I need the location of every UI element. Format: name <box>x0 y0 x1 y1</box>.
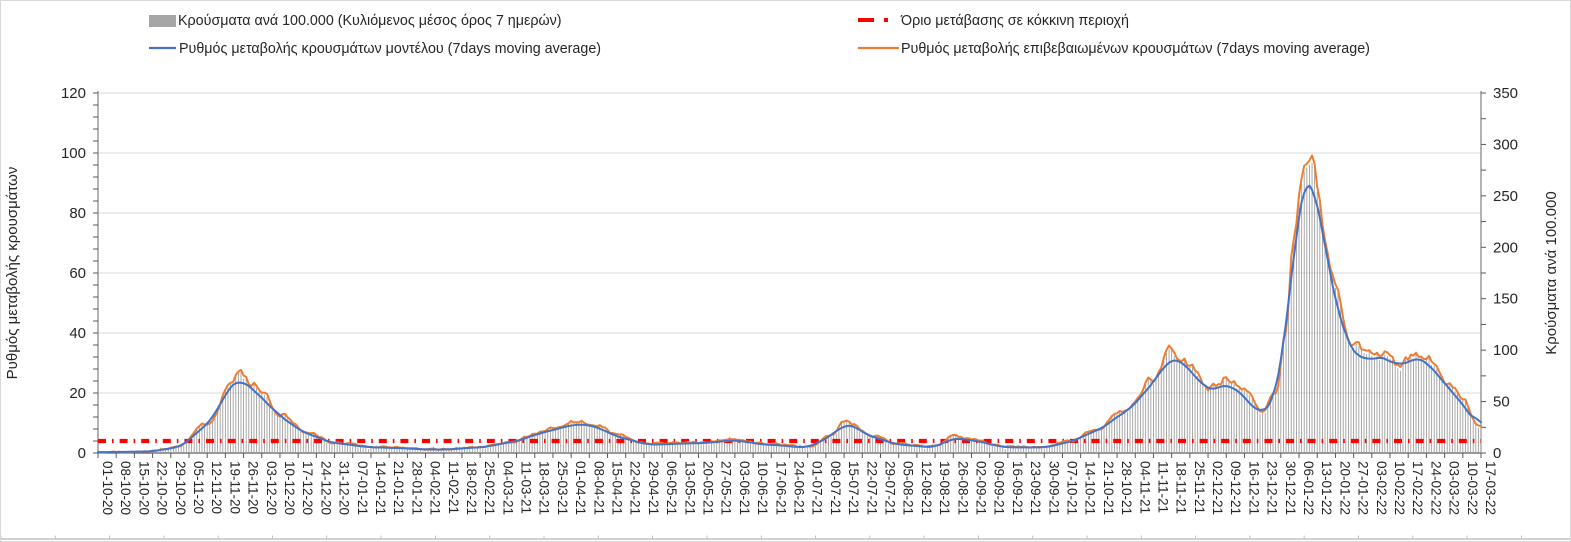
svg-text:12-08-21: 12-08-21 <box>919 461 934 515</box>
svg-text:27-01-22: 27-01-22 <box>1356 461 1371 515</box>
svg-text:22-10-20: 22-10-20 <box>155 461 170 515</box>
svg-text:25-11-21: 25-11-21 <box>1192 461 1207 514</box>
svg-text:06-01-22: 06-01-22 <box>1301 461 1316 515</box>
svg-text:25-02-21: 25-02-21 <box>482 461 497 515</box>
svg-text:21-10-21: 21-10-21 <box>1101 461 1116 515</box>
svg-text:05-11-20: 05-11-20 <box>191 461 206 514</box>
svg-text:18-02-21: 18-02-21 <box>464 461 479 515</box>
svg-text:31-12-20: 31-12-20 <box>337 461 352 515</box>
svg-text:Ρυθμός μεταβολής επιβεβαιωμένω: Ρυθμός μεταβολής επιβεβαιωμένων κρουσμάτ… <box>901 41 1370 57</box>
svg-text:11-03-21: 11-03-21 <box>519 461 534 514</box>
svg-text:80: 80 <box>69 205 86 222</box>
svg-text:18-03-21: 18-03-21 <box>537 461 552 515</box>
svg-text:200: 200 <box>1493 239 1518 256</box>
svg-text:300: 300 <box>1493 136 1518 153</box>
svg-text:19-08-21: 19-08-21 <box>937 461 952 515</box>
svg-text:22-07-21: 22-07-21 <box>864 461 879 515</box>
svg-text:06-05-21: 06-05-21 <box>664 461 679 515</box>
svg-text:100: 100 <box>61 145 86 162</box>
svg-text:29-07-21: 29-07-21 <box>882 461 897 515</box>
svg-text:16-12-21: 16-12-21 <box>1246 461 1261 515</box>
svg-text:05-08-21: 05-08-21 <box>901 461 916 515</box>
svg-text:02-12-21: 02-12-21 <box>1210 461 1225 515</box>
svg-text:20-05-21: 20-05-21 <box>701 461 716 515</box>
svg-text:28-10-21: 28-10-21 <box>1119 461 1134 515</box>
svg-text:11-02-21: 11-02-21 <box>446 461 461 514</box>
svg-text:07-01-21: 07-01-21 <box>355 461 370 515</box>
svg-text:0: 0 <box>1493 445 1501 462</box>
svg-text:Κρούσματα ανά 100.000 (Κυλιόμε: Κρούσματα ανά 100.000 (Κυλιόμενος μέσος … <box>178 13 562 29</box>
svg-text:04-03-21: 04-03-21 <box>500 461 515 515</box>
svg-text:29-04-21: 29-04-21 <box>646 461 661 515</box>
svg-text:09-12-21: 09-12-21 <box>1228 461 1243 515</box>
svg-text:17-02-22: 17-02-22 <box>1410 461 1425 515</box>
svg-text:29-10-20: 29-10-20 <box>173 461 188 515</box>
svg-text:14-01-21: 14-01-21 <box>373 461 388 515</box>
svg-text:12-11-20: 12-11-20 <box>209 461 224 514</box>
svg-text:03-02-22: 03-02-22 <box>1374 461 1389 515</box>
svg-text:10-06-21: 10-06-21 <box>755 461 770 515</box>
svg-text:19-11-20: 19-11-20 <box>227 461 242 514</box>
svg-text:10-02-22: 10-02-22 <box>1392 461 1407 515</box>
svg-text:17-03-22: 17-03-22 <box>1483 461 1498 515</box>
svg-text:01-04-21: 01-04-21 <box>573 461 588 515</box>
svg-text:40: 40 <box>69 325 86 342</box>
svg-text:120: 120 <box>61 85 86 102</box>
svg-text:23-09-21: 23-09-21 <box>1028 461 1043 515</box>
svg-text:24-02-22: 24-02-22 <box>1428 461 1443 515</box>
svg-text:15-04-21: 15-04-21 <box>610 461 625 515</box>
svg-text:30-09-21: 30-09-21 <box>1046 461 1061 515</box>
svg-text:0: 0 <box>78 445 86 462</box>
svg-text:22-04-21: 22-04-21 <box>628 461 643 515</box>
svg-text:13-01-22: 13-01-22 <box>1319 461 1334 515</box>
svg-text:17-06-21: 17-06-21 <box>773 461 788 515</box>
svg-text:02-09-21: 02-09-21 <box>973 461 988 515</box>
svg-text:28-01-21: 28-01-21 <box>409 461 424 515</box>
svg-text:30-12-21: 30-12-21 <box>1283 461 1298 515</box>
svg-text:15-10-20: 15-10-20 <box>136 461 151 515</box>
svg-text:20: 20 <box>69 385 86 402</box>
svg-text:23-12-21: 23-12-21 <box>1265 461 1280 515</box>
svg-text:27-05-21: 27-05-21 <box>719 461 734 515</box>
svg-text:08-10-20: 08-10-20 <box>118 461 133 515</box>
svg-text:08-04-21: 08-04-21 <box>591 461 606 515</box>
svg-text:14-10-21: 14-10-21 <box>1083 461 1098 515</box>
svg-text:15-07-21: 15-07-21 <box>846 461 861 515</box>
svg-text:24-06-21: 24-06-21 <box>792 461 807 515</box>
svg-text:03-03-22: 03-03-22 <box>1447 461 1462 515</box>
svg-text:26-11-20: 26-11-20 <box>246 461 261 514</box>
svg-text:10-12-20: 10-12-20 <box>282 461 297 515</box>
svg-text:10-03-22: 10-03-22 <box>1465 461 1480 515</box>
svg-text:03-06-21: 03-06-21 <box>737 461 752 515</box>
svg-text:Κρούσματα ανά 100.000: Κρούσματα ανά 100.000 <box>1543 191 1560 354</box>
svg-text:04-02-21: 04-02-21 <box>428 461 443 515</box>
svg-text:16-09-21: 16-09-21 <box>1010 461 1025 515</box>
svg-text:11-11-21: 11-11-21 <box>1155 461 1170 513</box>
svg-text:24-12-20: 24-12-20 <box>318 461 333 515</box>
svg-text:13-05-21: 13-05-21 <box>682 461 697 515</box>
svg-text:04-11-21: 04-11-21 <box>1137 461 1152 514</box>
svg-text:08-07-21: 08-07-21 <box>828 461 843 515</box>
svg-text:01-10-20: 01-10-20 <box>100 461 115 515</box>
svg-text:50: 50 <box>1493 394 1510 411</box>
svg-text:07-10-21: 07-10-21 <box>1064 461 1079 515</box>
svg-text:350: 350 <box>1493 85 1518 102</box>
svg-text:Ρυθμός μεταβολής κρουσμάτων μο: Ρυθμός μεταβολής κρουσμάτων μοντέλου (7d… <box>179 41 601 57</box>
svg-text:Όριο μετάβασης σε κόκκινη περι: Όριο μετάβασης σε κόκκινη περιοχή <box>900 13 1129 29</box>
svg-text:09-09-21: 09-09-21 <box>992 461 1007 515</box>
svg-text:26-08-21: 26-08-21 <box>955 461 970 515</box>
svg-text:20-01-22: 20-01-22 <box>1337 461 1352 515</box>
svg-text:01-07-21: 01-07-21 <box>810 461 825 515</box>
svg-text:100: 100 <box>1493 342 1518 359</box>
svg-text:03-12-20: 03-12-20 <box>264 461 279 515</box>
svg-text:25-03-21: 25-03-21 <box>555 461 570 515</box>
svg-text:60: 60 <box>69 265 86 282</box>
svg-text:18-11-21: 18-11-21 <box>1174 461 1189 514</box>
svg-text:150: 150 <box>1493 291 1518 308</box>
svg-text:21-01-21: 21-01-21 <box>391 461 406 515</box>
svg-text:250: 250 <box>1493 188 1518 205</box>
svg-text:17-12-20: 17-12-20 <box>300 461 315 515</box>
svg-text:Ρυθμός μεταβολής κρουσμάτων: Ρυθμός μεταβολής κρουσμάτων <box>4 167 21 380</box>
